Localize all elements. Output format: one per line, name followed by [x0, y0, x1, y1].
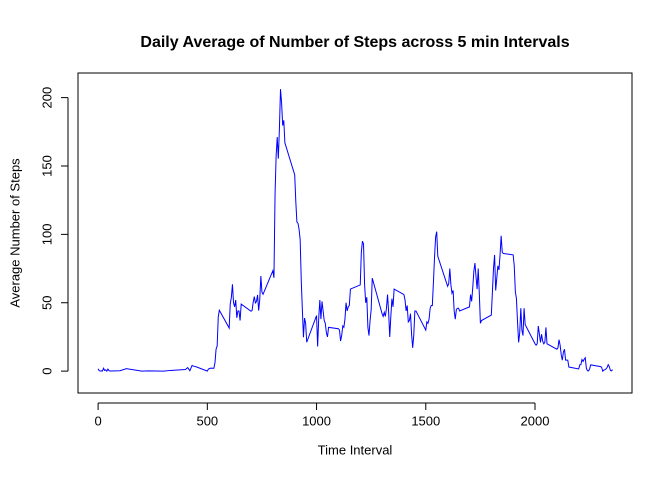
y-tick-label: 50: [39, 296, 54, 310]
y-tick-label: 150: [39, 155, 54, 177]
x-tick-label: 1000: [302, 413, 331, 428]
data-line: [97, 89, 613, 373]
plot-box: [77, 72, 633, 394]
x-tick-label: 0: [94, 413, 101, 428]
x-tick-label: 500: [196, 413, 218, 428]
x-axis-label: Time Interval: [318, 442, 393, 457]
y-tick-label: 100: [39, 224, 54, 246]
y-tick-label: 200: [39, 87, 54, 109]
x-tick-label: 1500: [411, 413, 440, 428]
x-tick-label: 2000: [521, 413, 550, 428]
y-axis-label: Average Number of Steps: [7, 158, 22, 308]
chart-title: Daily Average of Number of Steps across …: [140, 34, 569, 51]
y-tick-label: 0: [39, 368, 54, 375]
